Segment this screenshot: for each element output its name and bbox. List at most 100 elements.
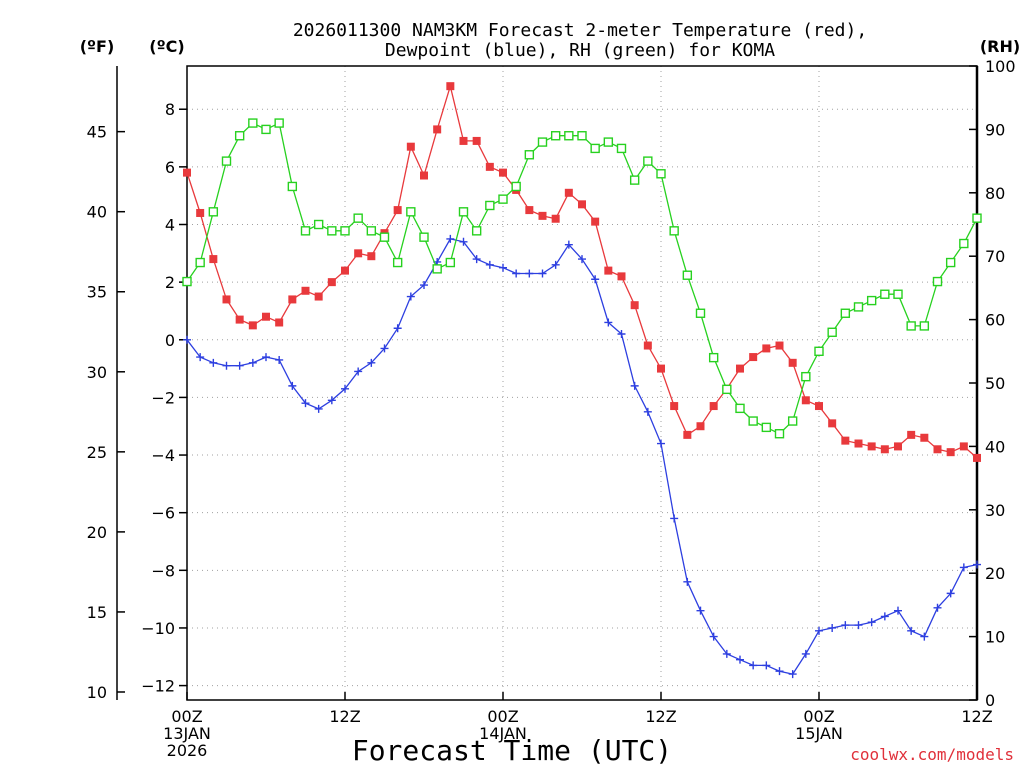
rh-point [603,137,614,147]
dewpoint-point [564,240,573,249]
dewpoint-point [841,621,850,630]
2-meter-temperature-point [643,341,652,350]
rh-point [577,131,587,141]
dewpoint-point [485,260,494,269]
dewpoint-point [959,563,968,572]
rh-point [827,327,837,337]
2-meter-temperature-point [406,142,415,151]
rh-point [748,416,758,426]
credit-text: coolwx.com/models [850,745,1014,764]
rh-point [708,352,719,363]
rh-point [208,207,219,217]
2-meter-temperature-point [894,442,902,451]
2-meter-temperature-point [854,439,863,448]
rh-point [261,124,271,135]
2-meter-temperature-point [801,396,810,405]
rh-point [629,175,640,185]
2-meter-temperature-point [657,364,665,373]
rh-tick-label: 30 [985,501,1005,520]
rh-series [182,118,982,439]
rh-tick-label: 60 [985,311,1005,330]
rh-point [511,181,521,192]
dewpoint-point [538,269,547,278]
rh-point [656,169,666,179]
rh-point [959,238,969,249]
celsius-tick-label: 8 [165,100,175,119]
2-meter-temperature-point [433,125,442,134]
dewpoint-point [815,626,823,635]
chart-title-line-2: Dewpoint (blue), RH (green) for KOMA [385,40,775,61]
rh-point [340,226,350,236]
dewpoint-point [709,632,718,641]
2-meter-temperature-point [933,445,942,454]
2-meter-temperature-point [538,211,547,220]
time-tick-label: 15JAN [795,724,843,743]
dewpoint-point [262,353,270,362]
rh-point [274,118,284,128]
2-meter-temperature-point [775,341,784,350]
rh-tick-label: 90 [985,120,1005,139]
rh-point [695,308,706,318]
dewpoint-point [472,255,481,264]
2-meter-temperature-point [499,168,507,177]
2-meter-temperature-point [327,278,336,287]
2-meter-temperature-point [525,206,534,215]
dewpoint-point [459,237,468,246]
2-meter-temperature-point [301,286,310,295]
fahrenheit-unit-label: (ºF) [80,37,115,56]
celsius-tick-label: −6 [151,504,175,523]
dewpoint-point [867,618,876,627]
dewpoint-point [683,577,692,586]
dewpoint-point [327,396,336,405]
2-meter-temperature-point [867,442,876,451]
dewpoint-point [946,589,955,598]
celsius-axis: 8 6 4 2 0 −2 −4 −6 −8 −10 −12 [141,100,187,696]
2-meter-temperature-point [275,318,284,327]
rh-point [445,257,456,268]
2-meter-temperature-point [578,200,586,209]
2-meter-temperature-point [907,430,916,439]
rh-point [814,346,824,356]
rh-point [972,213,982,223]
dewpoint-point [933,603,942,612]
rh-point [669,226,679,236]
rh-point [419,232,429,242]
2-meter-temperature-point [959,442,968,451]
2-meter-temperature-point [630,301,639,310]
2-meter-temperature-point [288,295,297,304]
dewpoint-point [446,234,455,243]
dewpoint-point [880,612,889,621]
dewpoint-point [657,439,665,448]
rh-point [524,150,535,160]
2-meter-temperature-point [815,402,823,411]
rh-point [550,131,561,141]
rh-point [485,200,495,211]
dewpoint-point [696,606,705,615]
2-meter-temperature-point [617,272,626,281]
dewpoint-point [393,324,402,333]
time-tick-label: 2026 [167,741,208,760]
dewpoint-point [578,255,586,264]
celsius-tick-label: 2 [165,273,175,292]
rh-point [300,226,311,236]
rh-point [761,422,772,433]
dewpoint-point [775,667,784,676]
2-meter-temperature-point [551,214,560,223]
celsius-tick-label: −10 [141,619,175,638]
dewpoint-point [643,407,652,416]
fahrenheit-tick-label: 45 [87,123,107,142]
dewpoint-point [801,649,810,658]
dewpoint-series [183,234,981,679]
2-meter-temperature-point [788,358,797,367]
2-meter-temperature-point [828,419,837,428]
rh-point [248,118,258,128]
celsius-unit-label: (ºC) [149,37,184,56]
dewpoint-point [248,358,257,367]
dewpoint-point [512,269,521,278]
rh-tick-label: 100 [985,57,1016,76]
rh-point [853,302,864,312]
rh-point [774,429,785,439]
dewpoint-point [854,621,863,630]
rh-point [919,321,930,331]
dewpoint-point [551,260,560,269]
